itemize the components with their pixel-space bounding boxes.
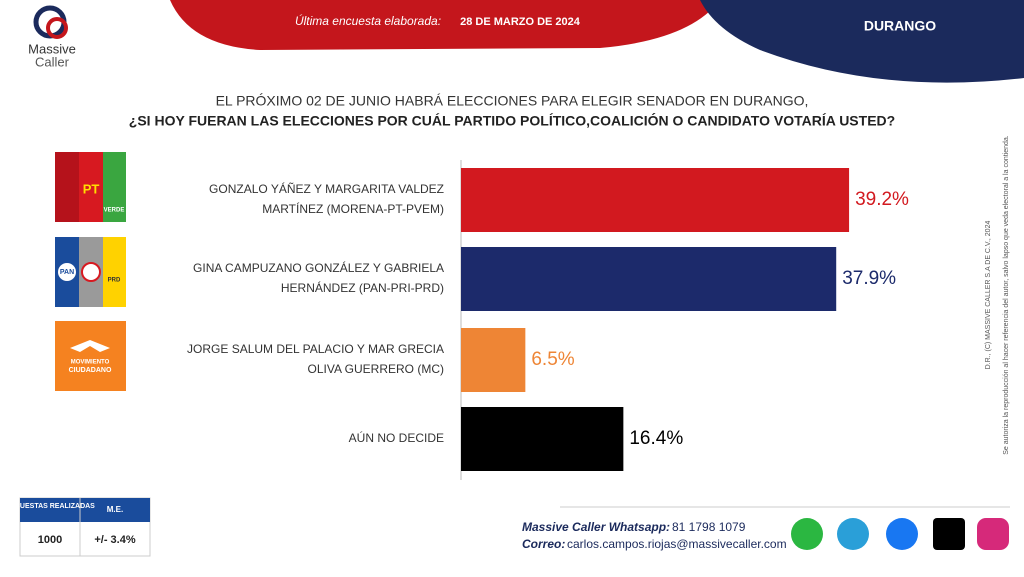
value-label: 39.2%: [855, 189, 909, 210]
logo-mc: MOVIMIENTO CIUDADANO: [55, 321, 126, 391]
email-label: Correo:: [522, 537, 565, 551]
bar: [461, 168, 850, 232]
brand-bottom: Caller: [35, 54, 70, 69]
table-cell: 1000: [38, 534, 62, 546]
bar: [461, 407, 624, 471]
x-icon[interactable]: [933, 518, 965, 550]
side-note: D.R., (C) MASSIVE CALLER S.A DE C.V., 20…: [985, 135, 1010, 455]
value-label: 16.4%: [629, 428, 683, 449]
side-note-line: D.R., (C) MASSIVE CALLER S.A DE C.V., 20…: [985, 221, 992, 370]
facebook-icon[interactable]: [886, 518, 918, 550]
title-line: EL PRÓXIMO 02 DE JUNIO HABRÁ ELECCIONES …: [216, 93, 809, 109]
table-header: ENCUESTAS REALIZADAS: [5, 503, 95, 510]
table-cell: +/- 3.4%: [94, 534, 135, 546]
logo-text: MOVIMIENTO: [71, 360, 110, 366]
category-label: HERNÁNDEZ (PAN-PRI-PRD): [281, 280, 444, 295]
logo-text: CIUDADANO: [69, 367, 112, 374]
footer-table: ENCUESTAS REALIZADAS M.E. 1000 +/- 3.4%: [5, 497, 151, 557]
instagram-icon[interactable]: [977, 518, 1009, 550]
bar: [461, 247, 837, 311]
brand-logo: Massive Caller: [28, 5, 76, 69]
whatsapp-label: Massive Caller Whatsapp:: [522, 520, 670, 534]
logo-morena: PT VERDE: [55, 152, 126, 222]
telegram-icon[interactable]: [837, 518, 869, 550]
whatsapp-icon[interactable]: [791, 518, 823, 550]
survey-date: 28 DE MARZO DE 2024: [460, 16, 581, 28]
whatsapp: 81 1798 1079: [672, 520, 746, 534]
logo-text: PAN: [60, 269, 74, 276]
side-note-line: Se autoriza la reproducción al hacer ref…: [1003, 135, 1010, 455]
logo-text: VERDE: [104, 208, 125, 214]
brand-top: Massive: [28, 41, 76, 56]
title-line: ¿SI HOY FUERAN LAS ELECCIONES POR CUÁL P…: [129, 112, 895, 129]
logo-text: PRD: [108, 278, 121, 284]
logo-pan-pri-prd: PAN PRD: [55, 237, 126, 307]
category-label: GONZALO YÁÑEZ Y MARGARITA VALDEZ: [209, 181, 444, 196]
category-label: JORGE SALUM DEL PALACIO Y MAR GRECIA: [187, 342, 444, 356]
value-label: 37.9%: [842, 268, 896, 289]
category-label: MARTÍNEZ (MORENA-PT-PVEM): [262, 201, 444, 216]
category-label: GINA CAMPUZANO GONZÁLEZ Y GABRIELA: [193, 260, 444, 275]
header-swoosh: [170, 0, 720, 50]
category-label: OLIVA GUERRERO (MC): [308, 362, 444, 376]
logo-text: PT: [83, 181, 100, 196]
survey-label: Última encuesta elaborada:: [295, 13, 441, 28]
category-label: AÚN NO DECIDE: [349, 430, 444, 445]
table-header: M.E.: [107, 505, 123, 514]
email: carlos.campos.riojas@massivecaller.com: [567, 537, 787, 551]
bar: [461, 328, 526, 392]
region: DURANGO: [864, 18, 936, 34]
header-navy: [700, 0, 1024, 83]
value-label: 6.5%: [531, 349, 574, 370]
